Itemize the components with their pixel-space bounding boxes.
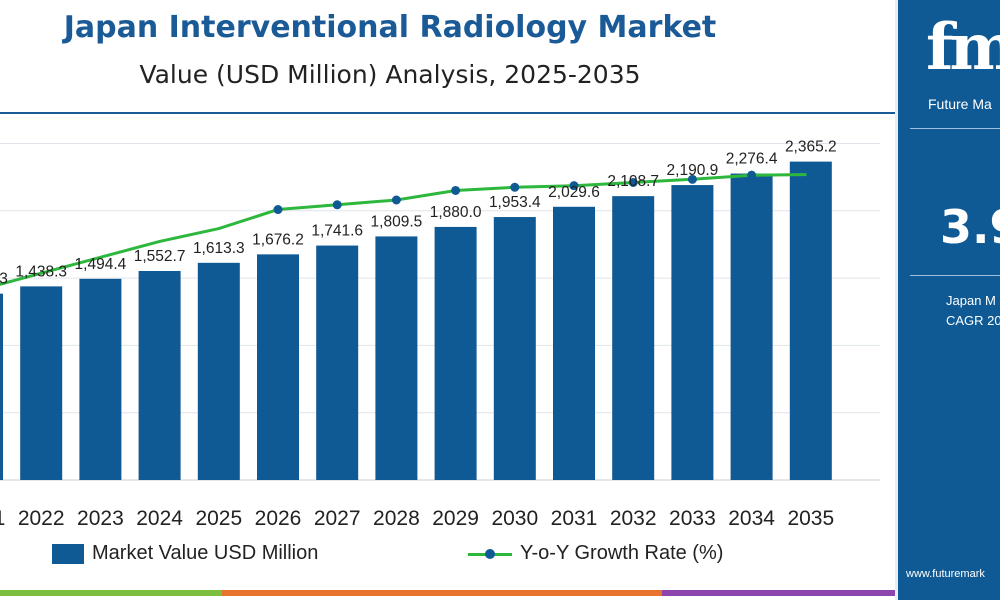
chart-title: Japan Interventional Radiology Market [63, 10, 717, 45]
bar-value-label: 1,552.7 [134, 248, 186, 265]
growth-rate-point [806, 170, 816, 180]
x-tick-label: 2024 [136, 507, 183, 530]
x-tick-label: 2022 [18, 507, 65, 530]
growth-rate-point [451, 185, 461, 195]
bar-value-label: 1,953.4 [489, 194, 541, 211]
strip-segment-orange [222, 590, 662, 596]
x-tick-label: 2026 [255, 507, 302, 530]
growth-rate-point [273, 205, 283, 215]
x-tick-label: 2021 [0, 507, 5, 530]
growth-rate-point [332, 200, 342, 210]
strip-segment-green [0, 590, 222, 596]
bar-2032 [612, 196, 655, 480]
growth-rate-point [391, 195, 401, 205]
x-tick-label: 2034 [728, 507, 775, 530]
side-panel: fmi Future Ma 3.9 Japan M CAGR 202 www.f… [895, 0, 1000, 600]
header-divider [0, 112, 895, 114]
side-label-cagr: CAGR 202 [946, 313, 1000, 328]
bar-2034 [730, 173, 773, 481]
bar-2025 [197, 262, 240, 480]
bar-2022 [20, 286, 63, 480]
x-tick-label: 2030 [491, 507, 538, 530]
bar-value-label: 1,494.4 [75, 256, 127, 273]
bottom-color-strip [0, 590, 895, 596]
bar-2028 [375, 236, 418, 480]
legend-bar-swatch [52, 543, 84, 564]
bar-2029 [434, 226, 477, 480]
growth-rate-point [747, 170, 757, 180]
bar-value-label: 1,741.6 [311, 223, 363, 240]
bar-value-label: 1,438.3 [15, 263, 67, 280]
chart-subtitle: Value (USD Million) Analysis, 2025-2035 [139, 60, 641, 89]
bar-value-label: 2,276.4 [726, 151, 778, 168]
bar-value-label: 2,190.9 [667, 162, 719, 179]
chart-area: 2021 2022 2023 2024 2025 2026 2027 2028 2029 2030… [0, 139, 880, 530]
x-tick-label: 2031 [551, 507, 598, 530]
bar-value-label: 1,809.5 [371, 213, 423, 230]
x-tick-label: 2029 [432, 507, 479, 530]
bar-value-label: 2,365.2 [785, 139, 837, 156]
growth-rate-point [510, 182, 520, 192]
x-tick-label: 2035 [787, 507, 834, 530]
x-tick-label: 2023 [77, 507, 124, 530]
growth-rate-point [569, 181, 579, 191]
legend-line-swatch [468, 544, 512, 564]
bar-2033 [671, 185, 714, 480]
bar-2021 [0, 293, 3, 480]
bar-value-label: 1,384.3 [0, 271, 8, 288]
side-divider-bottom [910, 275, 1000, 276]
bar-value-label: 1,676.2 [252, 231, 304, 248]
bar-2026 [257, 254, 299, 480]
x-tick-label: 2027 [314, 507, 361, 530]
bar-2024 [138, 270, 181, 480]
bar-2027 [316, 245, 359, 480]
side-divider-top [910, 128, 1000, 129]
x-tick-label: 2025 [195, 507, 242, 530]
bar-value-label: 1,880.0 [430, 204, 482, 221]
x-tick-label: 2028 [373, 507, 420, 530]
bar-value-label: 2,108.7 [607, 173, 659, 190]
bar-2030 [493, 217, 536, 481]
bar-value-label: 2,029.6 [548, 184, 600, 201]
website-url[interactable]: www.futuremark [906, 568, 985, 580]
legend-item-bar: Market Value USD Million [52, 542, 318, 565]
growth-rate-point [628, 178, 638, 187]
legend-line-label: Y-o-Y Growth Rate (%) [520, 542, 724, 564]
bar-2031 [553, 206, 595, 481]
fmi-logo: fmi [926, 10, 1000, 85]
side-label-market: Japan M [946, 293, 996, 308]
bar-value-label: 1,613.3 [193, 240, 245, 257]
bar-2023 [79, 278, 122, 480]
bar-2035 [789, 161, 832, 480]
strip-segment-purple [662, 590, 895, 596]
logo-caption: Future Ma [928, 96, 992, 112]
cagr-value: 3.9 [940, 200, 1000, 254]
legend-bar-label: Market Value USD Million [92, 542, 319, 564]
chart-legend: Market Value USD Million Y-o-Y Growth Ra… [0, 542, 895, 572]
growth-rate-point [687, 174, 697, 184]
x-tick-label: 2033 [669, 507, 716, 530]
x-tick-label: 2032 [610, 507, 657, 530]
legend-item-line: Y-o-Y Growth Rate (%) [468, 542, 723, 565]
